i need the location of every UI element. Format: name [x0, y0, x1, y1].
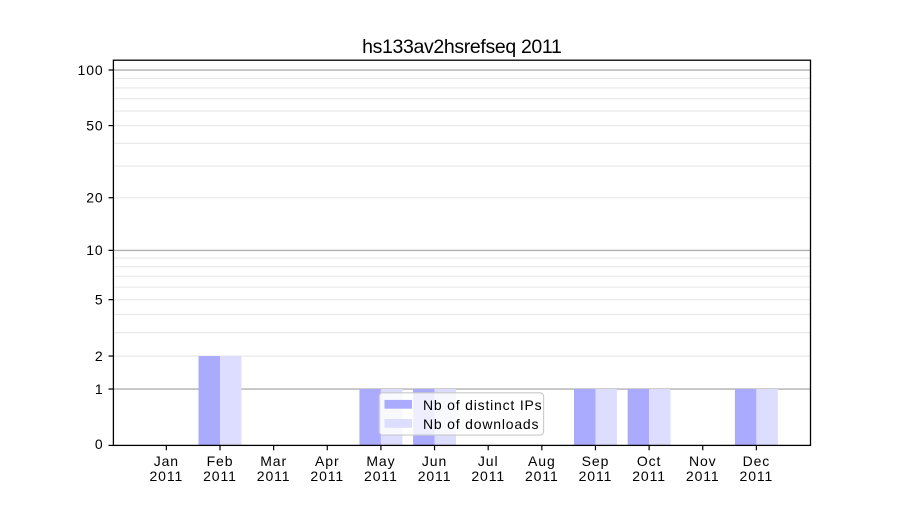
svg-text:May: May — [366, 453, 395, 469]
svg-text:10: 10 — [86, 242, 103, 258]
svg-text:2011: 2011 — [525, 468, 559, 484]
svg-text:2: 2 — [95, 348, 104, 364]
svg-text:2011: 2011 — [149, 468, 183, 484]
svg-text:2011: 2011 — [203, 468, 237, 484]
svg-text:Jul: Jul — [478, 453, 499, 469]
svg-text:Feb: Feb — [207, 453, 234, 469]
svg-text:2011: 2011 — [471, 468, 505, 484]
svg-text:Jan: Jan — [154, 453, 179, 469]
svg-text:2011: 2011 — [257, 468, 291, 484]
svg-text:2011: 2011 — [686, 468, 720, 484]
svg-text:100: 100 — [78, 62, 104, 78]
svg-text:2011: 2011 — [310, 468, 344, 484]
svg-text:Jun: Jun — [422, 453, 447, 469]
svg-text:Oct: Oct — [637, 453, 661, 469]
svg-text:hs133av2hsrefseq 2011: hs133av2hsrefseq 2011 — [362, 36, 561, 58]
svg-text:50: 50 — [86, 117, 103, 133]
svg-text:Nb of downloads: Nb of downloads — [423, 416, 539, 432]
svg-text:1: 1 — [95, 381, 104, 397]
svg-text:Aug: Aug — [528, 453, 556, 469]
svg-text:2011: 2011 — [740, 468, 774, 484]
svg-text:Sep: Sep — [582, 453, 610, 469]
svg-text:2011: 2011 — [418, 468, 452, 484]
svg-text:2011: 2011 — [632, 468, 666, 484]
svg-text:5: 5 — [95, 292, 104, 308]
svg-text:20: 20 — [86, 190, 103, 206]
svg-text:Nb of distinct IPs: Nb of distinct IPs — [423, 397, 542, 413]
svg-text:Mar: Mar — [260, 453, 287, 469]
svg-text:Apr: Apr — [315, 453, 340, 469]
svg-text:Nov: Nov — [689, 453, 717, 469]
svg-text:2011: 2011 — [579, 468, 613, 484]
svg-text:Dec: Dec — [743, 453, 771, 469]
svg-text:2011: 2011 — [364, 468, 398, 484]
svg-text:0: 0 — [95, 436, 104, 452]
